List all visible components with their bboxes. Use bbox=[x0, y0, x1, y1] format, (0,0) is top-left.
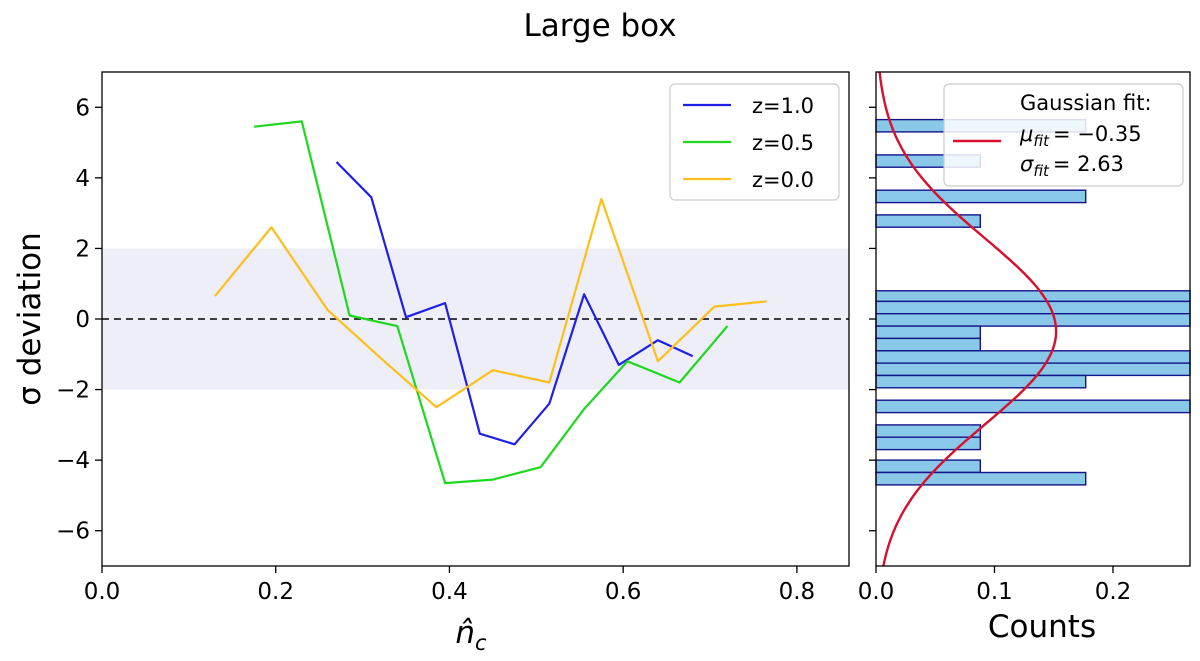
gaussian-fit-curve bbox=[878, 71, 1058, 567]
y-tick-label: 2 bbox=[75, 236, 90, 262]
histogram-bar bbox=[875, 325, 982, 340]
histogram-bar bbox=[875, 424, 982, 438]
hist-legend-sigma: σfit = 2.63 bbox=[1020, 152, 1124, 180]
main-y-ticks: −6 −4 −2 0 2 4 6 bbox=[56, 95, 102, 545]
y-tick-label: 0 bbox=[75, 307, 90, 333]
hist-legend-title: Gaussian fit: bbox=[1020, 91, 1152, 115]
main-legend: z=1.0 z=0.5 z=0.0 bbox=[669, 83, 840, 201]
y-tick-label: −2 bbox=[56, 378, 90, 404]
hist-y-ticks bbox=[869, 106, 876, 532]
y-tick-label: −4 bbox=[56, 448, 90, 474]
histogram-bar bbox=[875, 313, 1191, 327]
x-tick-label: 0.6 bbox=[605, 579, 642, 605]
x-tick-label: 0.0 bbox=[84, 579, 121, 605]
hist-legend-mu: μfit = −0.35 bbox=[1019, 122, 1142, 150]
series-layer bbox=[214, 120, 767, 485]
x-tick-label: 0.8 bbox=[779, 579, 816, 605]
hist-x-tick-label: 0.1 bbox=[976, 579, 1013, 605]
histogram-bar bbox=[875, 350, 1191, 364]
y-tick-label: 4 bbox=[75, 166, 90, 192]
main-panel: 0.0 0.2 0.4 0.6 0.8 −6 −4 −2 0 2 4 6 z=1.0 z=0.5 z=0… bbox=[12, 71, 850, 655]
histogram-bar bbox=[875, 399, 1191, 414]
series-line-0 bbox=[335, 161, 694, 446]
x-tick-label: 0.4 bbox=[431, 579, 468, 605]
histogram-bar bbox=[875, 374, 1087, 389]
hist-legend: Gaussian fit: μfit = −0.35 σfit = 2.63 bbox=[943, 83, 1184, 187]
series-line-2 bbox=[214, 197, 767, 409]
series-line-1 bbox=[253, 120, 729, 485]
legend-label: z=0.0 bbox=[752, 168, 814, 192]
x-axis-label: n̂c bbox=[455, 615, 487, 655]
histogram-bar bbox=[875, 300, 1191, 315]
histogram-bar bbox=[875, 290, 1191, 303]
main-x-ticks: 0.0 0.2 0.4 0.6 0.8 bbox=[84, 566, 815, 605]
histogram-bar bbox=[875, 471, 1087, 486]
histogram-bar bbox=[875, 337, 982, 352]
legend-label: z=0.5 bbox=[752, 131, 814, 155]
main-legend-box bbox=[669, 83, 840, 201]
hist-x-ticks: 0.0 0.1 0.2 bbox=[858, 566, 1132, 605]
legend-label: z=1.0 bbox=[752, 94, 814, 118]
histogram-panel: 0.0 0.1 0.2 Gaussian fit: μfit = −0.35 σfit… bbox=[858, 71, 1191, 645]
chart-title: Large box bbox=[523, 8, 676, 44]
hist-x-axis-label: Counts bbox=[988, 609, 1096, 645]
hist-legend-box bbox=[943, 83, 1184, 187]
y-tick-label: −6 bbox=[56, 519, 90, 545]
x-tick-label: 0.2 bbox=[257, 579, 294, 605]
hist-x-tick-label: 0.2 bbox=[1095, 579, 1132, 605]
histogram-bar bbox=[875, 459, 982, 474]
y-tick-label: 6 bbox=[75, 95, 90, 121]
hist-x-tick-label: 0.0 bbox=[858, 579, 895, 605]
histogram-bar bbox=[875, 189, 1087, 204]
y-axis-label: σ deviation bbox=[12, 232, 48, 406]
histogram-bar bbox=[875, 362, 1191, 377]
